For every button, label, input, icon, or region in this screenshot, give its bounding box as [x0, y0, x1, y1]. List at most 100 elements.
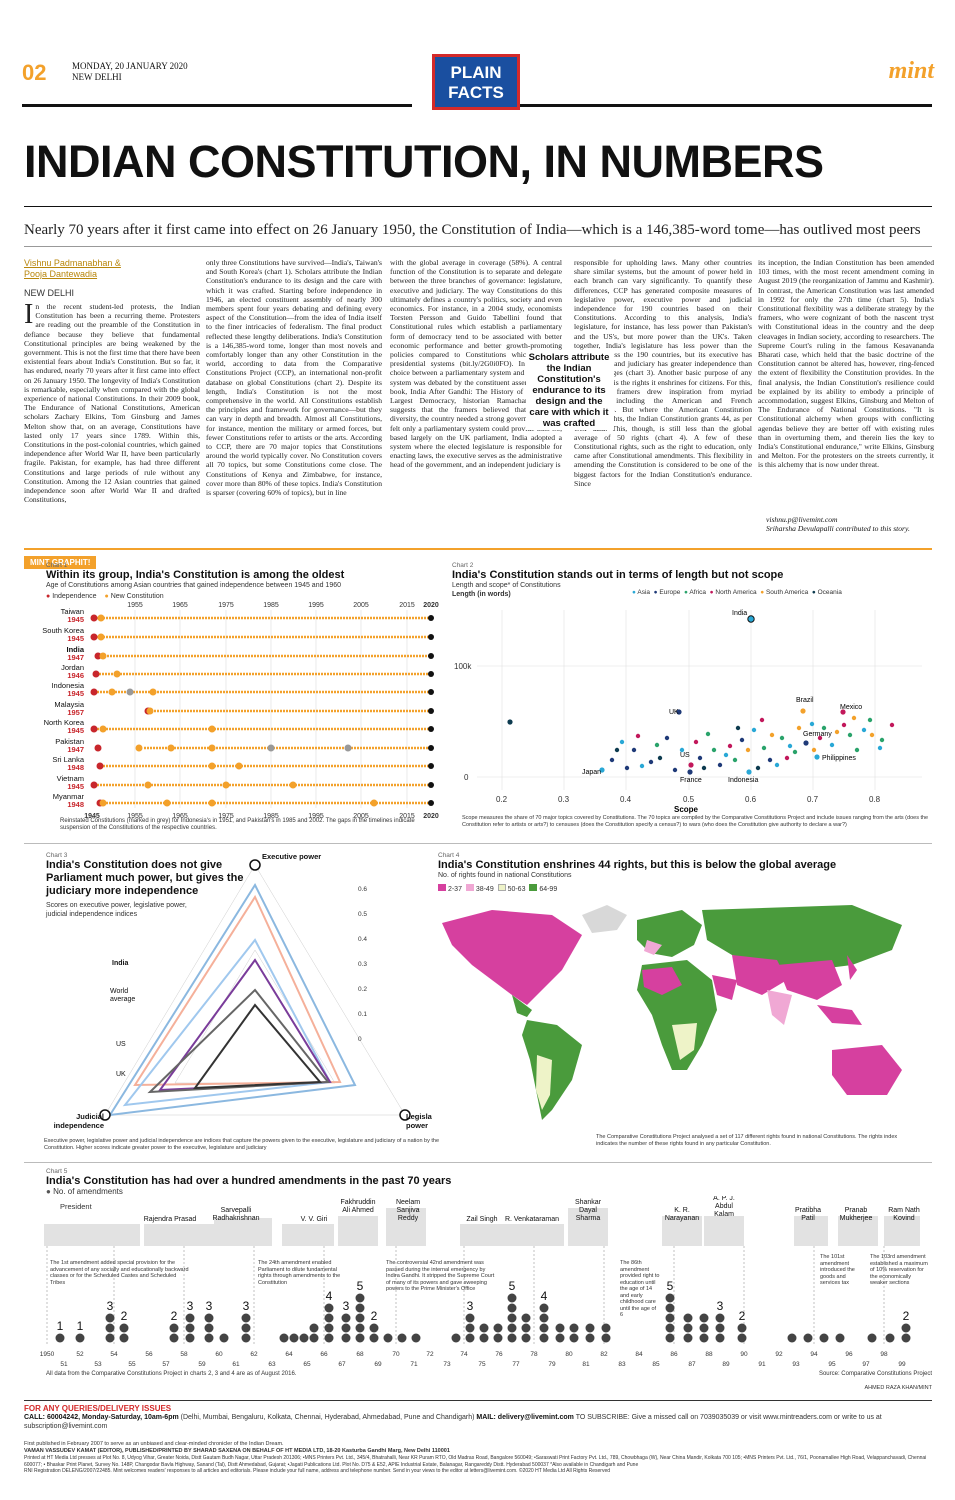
- svg-text:Abdul: Abdul: [715, 1203, 733, 1210]
- y-tick-100k: 100k: [454, 662, 472, 671]
- svg-text:Ali Ahmed: Ali Ahmed: [342, 1207, 374, 1214]
- svg-text:South Korea: South Korea: [42, 626, 85, 635]
- y-tick-0: 0: [464, 773, 469, 782]
- footer-call[interactable]: CALL: 60004242, Monday-Saturday, 10am-6p…: [24, 1414, 179, 1421]
- svg-text:1945: 1945: [67, 689, 84, 698]
- svg-text:81: 81: [582, 1361, 590, 1368]
- headline: INDIAN CONSTITUTION, IN NUMBERS: [24, 136, 824, 187]
- logo-line1: PLAIN: [450, 63, 502, 82]
- footer-mail[interactable]: MAIL: delivery@livemint.com: [476, 1414, 574, 1421]
- svg-text:57: 57: [162, 1361, 170, 1368]
- svg-text:Rajendra Prasad: Rajendra Prasad: [144, 1216, 197, 1223]
- footer-subscribe[interactable]: TO SUBSCRIBE: Give a missed call on 7039…: [24, 1414, 882, 1430]
- svg-text:2: 2: [371, 1309, 378, 1323]
- svg-text:Mukherjee: Mukherjee: [840, 1215, 873, 1222]
- svg-text:90: 90: [740, 1351, 748, 1358]
- chart1-timeline: 1955 1965 1975 1985 1995 2005 2015 2020 Tai…: [42, 602, 439, 820]
- logo-line2: FACTS: [448, 83, 504, 102]
- tick-1965: 1965: [172, 602, 188, 609]
- chart1-legend: ● Independence ● New Constitution: [46, 593, 441, 602]
- svg-text:2: 2: [121, 1309, 128, 1323]
- svg-text:0.2: 0.2: [496, 795, 508, 804]
- standfirst-rule: [24, 246, 932, 247]
- chart3-radar: 0.60.50.40.3 0.20.10 India Worldaverage …: [99, 859, 411, 1121]
- svg-text:93: 93: [792, 1361, 800, 1368]
- author-1[interactable]: Vishnu Padmanabhan &: [24, 258, 121, 268]
- svg-text:88: 88: [705, 1351, 713, 1358]
- author-email-block: vishnu.p@livemint.com Sriharsha Devulapa…: [766, 515, 910, 533]
- svg-text:Sri Lanka: Sri Lanka: [52, 755, 85, 764]
- svg-text:61: 61: [232, 1361, 240, 1368]
- chart2-scatter: 100k 0 0.2 0.3 0.4 0.5 0.6 0.7 0.8 Scope India…: [454, 610, 922, 814]
- svg-text:World: World: [110, 988, 128, 995]
- chart3-title: India's Constitution does not give Parli…: [46, 859, 244, 897]
- legend-2-37: 2-37: [447, 885, 462, 893]
- svg-text:0.6: 0.6: [358, 886, 367, 893]
- article-column-4: responsible for upholding laws. Many oth…: [574, 258, 752, 540]
- svg-text:92: 92: [775, 1351, 783, 1358]
- svg-text:98: 98: [880, 1351, 888, 1358]
- svg-text:Pratibha: Pratibha: [795, 1207, 821, 1214]
- article-text-2: only three Constitutions have survived—I…: [206, 258, 382, 498]
- svg-text:K. R.: K. R.: [674, 1207, 690, 1214]
- india-map: [767, 990, 792, 1025]
- footer-printed-at: Printed at HT Media Ltd presses at Plot …: [24, 1455, 927, 1468]
- svg-text:1945: 1945: [67, 726, 84, 735]
- svg-text:Neelam: Neelam: [396, 1199, 420, 1206]
- chart2-note: Scope measures the share of 70 major top…: [462, 815, 929, 828]
- chart4-note: The Comparative Constitutions Project an…: [596, 1134, 898, 1147]
- svg-text:US: US: [680, 752, 690, 759]
- svg-text:73: 73: [443, 1361, 451, 1368]
- svg-text:0.5: 0.5: [683, 795, 695, 804]
- svg-text:3: 3: [187, 1299, 194, 1313]
- svg-text:Mexico: Mexico: [840, 704, 862, 711]
- svg-text:4: 4: [541, 1289, 548, 1303]
- svg-text:3: 3: [717, 1299, 724, 1313]
- svg-text:Myanmar: Myanmar: [53, 792, 85, 801]
- annotation-101st-amendment: The 101st amendment introduced the goods…: [820, 1254, 855, 1286]
- author-2[interactable]: Pooja Dantewadia: [24, 269, 98, 279]
- tick-2015: 2015: [399, 602, 415, 609]
- japan: [847, 955, 857, 980]
- annotation-1st-amendment: The 1st amendment added special provisio…: [50, 1260, 189, 1286]
- svg-text:Pranab: Pranab: [845, 1207, 868, 1214]
- svg-text:52: 52: [76, 1351, 84, 1358]
- russia: [702, 905, 902, 970]
- svg-text:70: 70: [392, 1351, 400, 1358]
- dateline: MONDAY, 20 JANUARY 2020 NEW DELHI: [72, 61, 188, 83]
- svg-text:65: 65: [303, 1361, 311, 1368]
- svg-text:87: 87: [688, 1361, 696, 1368]
- mint-logo: mint: [888, 58, 934, 84]
- svg-text:1957: 1957: [67, 708, 84, 717]
- svg-text:2020: 2020: [423, 813, 439, 820]
- svg-text:UK: UK: [116, 1071, 126, 1078]
- legend-north-america: North America: [715, 589, 757, 596]
- band-label: MINT GRAPHIT!: [24, 556, 97, 569]
- svg-text:0.1: 0.1: [358, 1011, 367, 1018]
- svg-text:3: 3: [243, 1299, 250, 1313]
- footer-queries-heading: FOR ANY QUERIES/DELIVERY ISSUES: [24, 1404, 172, 1413]
- svg-text:58: 58: [180, 1351, 188, 1358]
- drop-cap: I: [24, 302, 34, 330]
- svg-text:R. Venkataraman: R. Venkataraman: [505, 1216, 559, 1223]
- svg-text:64: 64: [285, 1351, 293, 1358]
- svg-text:0.3: 0.3: [358, 961, 367, 968]
- south-america-cone: [536, 1055, 552, 1110]
- mint-graphit-band: MINT GRAPHIT!: [24, 548, 932, 569]
- svg-text:Fakhruddin: Fakhruddin: [340, 1199, 375, 1206]
- svg-text:1945: 1945: [67, 782, 84, 791]
- byline-place: NEW DELHI: [24, 288, 75, 298]
- legend-europe: Europe: [659, 589, 681, 596]
- chart3-label: Chart 3: [46, 852, 68, 859]
- svg-text:89: 89: [722, 1361, 730, 1368]
- svg-text:91: 91: [758, 1361, 766, 1368]
- svg-text:US: US: [116, 1041, 126, 1048]
- north-africa: [642, 967, 682, 995]
- svg-text:77: 77: [512, 1361, 520, 1368]
- author-email[interactable]: vishnu.p@livemint.com: [766, 515, 838, 524]
- chart3-subtitle: Scores on executive power, legislative p…: [46, 902, 187, 918]
- svg-text:Sarvepalli: Sarvepalli: [221, 1207, 252, 1214]
- chart1-gridlines: [134, 610, 408, 808]
- svg-text:0.2: 0.2: [358, 986, 367, 993]
